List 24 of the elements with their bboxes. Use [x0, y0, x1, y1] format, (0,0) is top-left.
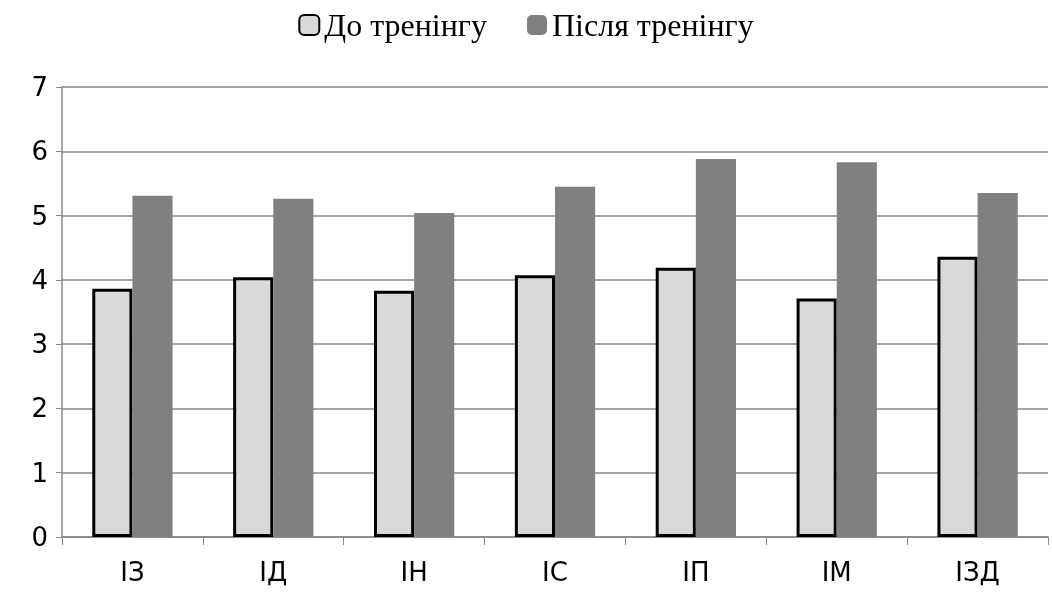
x-tick-label: ІД [259, 557, 288, 587]
x-tick-label: ІП [682, 557, 710, 587]
y-tick-label: 1 [31, 457, 48, 488]
bar [514, 275, 555, 537]
bar [374, 290, 415, 537]
y-tick-label: 6 [31, 136, 48, 167]
bar [92, 288, 133, 537]
x-tick-label: ІС [542, 557, 568, 587]
bar [796, 298, 837, 537]
legend-label: До тренінгу [324, 7, 487, 43]
x-tick-label: ІЗД [955, 557, 1000, 587]
y-tick-label: 7 [31, 72, 48, 102]
bar [937, 256, 978, 537]
y-tick-label: 2 [31, 393, 48, 424]
y-tick-label: 0 [31, 522, 48, 552]
y-tick-label: 3 [31, 329, 48, 360]
x-tick-label: ІМ [821, 557, 852, 587]
y-tick-label: 4 [31, 264, 48, 295]
x-tick-label: ІЗ [120, 557, 145, 587]
bar [655, 267, 696, 537]
y-tick-label: 5 [31, 200, 48, 231]
bar [233, 277, 274, 537]
legend-label: Після тренінгу [551, 7, 754, 43]
x-tick-label: ІН [400, 557, 428, 587]
